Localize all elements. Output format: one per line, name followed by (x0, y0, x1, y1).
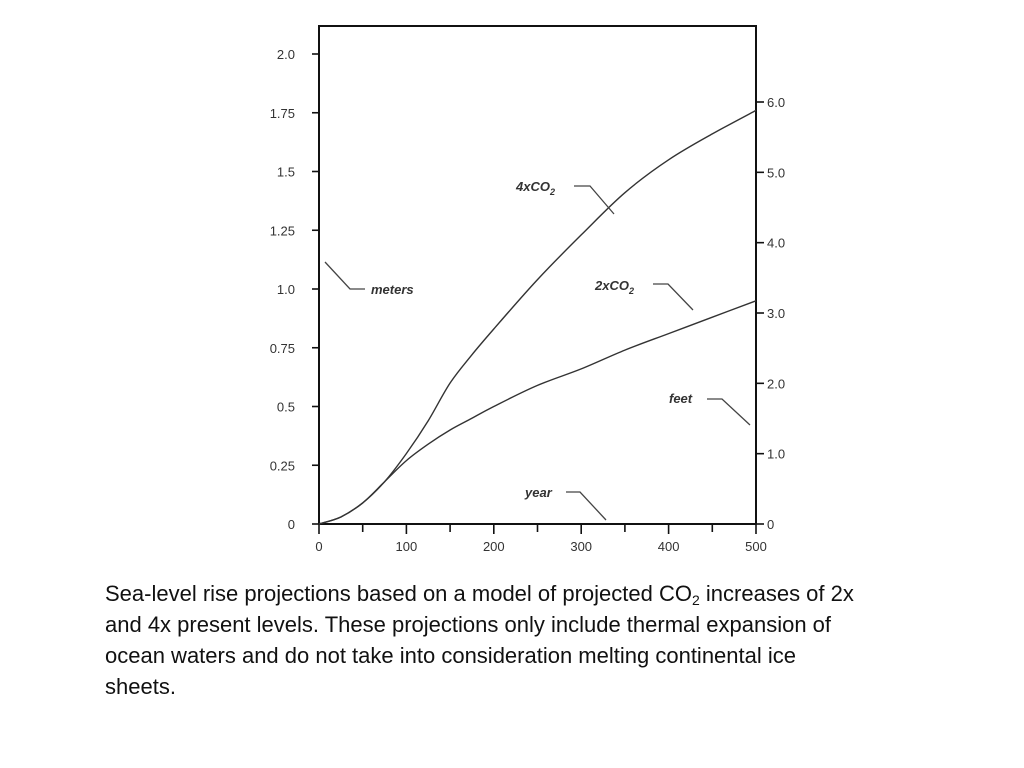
x-tick-label: 300 (570, 539, 592, 554)
y-left-tick-label: 1.5 (277, 165, 295, 180)
y-right-tick-label: 3.0 (767, 306, 785, 321)
y-left-tick-label: 2.0 (277, 47, 295, 62)
y-left-tick-label: 1.25 (270, 223, 295, 238)
series-2xco2-line (318, 300, 757, 525)
y-right-tick-label: 2.0 (767, 376, 785, 391)
y-left-tick-label: 0.75 (270, 341, 295, 356)
4xco2-leader (574, 185, 615, 215)
y-left-tick-label: 1.0 (277, 282, 295, 297)
y-left-tick-label: 0.25 (270, 458, 295, 473)
year-label: year (524, 485, 553, 500)
plot-frame (318, 25, 757, 524)
y-right-tick-label: 6.0 (767, 95, 785, 110)
2xco2-leader (653, 283, 694, 311)
x-tick-label: 500 (745, 539, 767, 554)
x-tick-label: 200 (483, 539, 505, 554)
year-annotation: year (524, 485, 607, 521)
meters-annotation: meters (324, 261, 414, 297)
y-right-tick-label: 4.0 (767, 236, 785, 251)
4xco2-annotation: 4xCO2 (515, 179, 615, 215)
feet-leader (707, 398, 751, 426)
figure-caption: Sea-level rise projections based on a mo… (105, 578, 865, 702)
x-tick-label: 0 (315, 539, 322, 554)
y-left-tick-label: 1.75 (270, 106, 295, 121)
2xco2-annotation: 2xCO2 (594, 278, 694, 311)
x-tick-label: 400 (658, 539, 680, 554)
meters-leader (324, 261, 365, 290)
y-left-tick-label: 0 (288, 517, 295, 532)
y-right-tick-label: 5.0 (767, 165, 785, 180)
feet-annotation: feet (669, 391, 751, 426)
y-right-tick-label: 0 (767, 517, 774, 532)
caption-text-part1: Sea-level rise projections based on a mo… (105, 581, 692, 606)
4xco2-label: 4xCO2 (515, 179, 555, 197)
y-left-tick-label: 0.5 (277, 400, 295, 415)
meters-label: meters (371, 282, 414, 297)
caption-text-part2: increases of 2x and 4x present levels. T… (105, 581, 854, 699)
caption-subscript: 2 (692, 592, 700, 608)
x-tick-label: 100 (396, 539, 418, 554)
year-leader (566, 491, 607, 521)
2xco2-label: 2xCO2 (594, 278, 634, 296)
series-4xco2-line (318, 109, 757, 525)
feet-label: feet (669, 391, 693, 406)
sea-level-chart: 0 100 200 300 400 50000.250.50.751.01.251.51.… (270, 25, 785, 554)
y-right-tick-label: 1.0 (767, 447, 785, 462)
